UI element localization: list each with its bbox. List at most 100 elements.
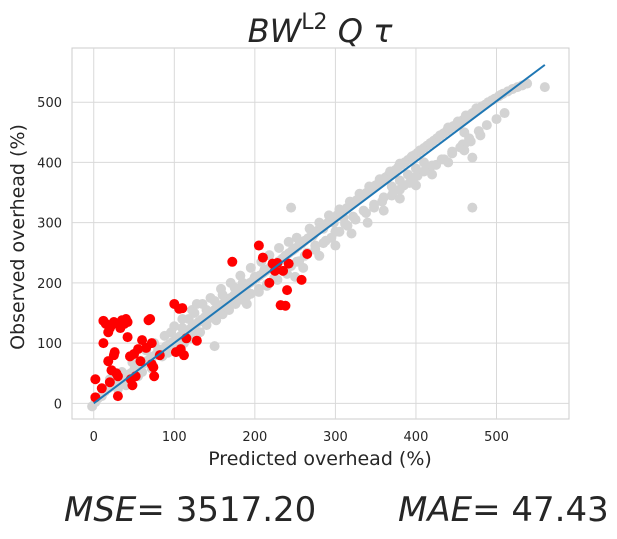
red-data-point xyxy=(280,300,291,311)
grey-data-point xyxy=(394,158,405,169)
red-data-point xyxy=(264,277,275,288)
grey-data-point xyxy=(425,138,436,149)
grey-data-point xyxy=(229,282,240,293)
grey-data-point xyxy=(419,166,430,177)
grey-data-point xyxy=(460,110,471,121)
y-tick-label: 100 xyxy=(37,337,62,352)
red-data-point xyxy=(137,335,148,346)
grey-data-point xyxy=(209,295,220,306)
grey-data-point xyxy=(467,152,478,163)
mse-value: = 3517.20 xyxy=(136,490,317,530)
grey-data-point xyxy=(427,169,438,180)
x-tick-label: 100 xyxy=(162,430,187,445)
grey-data-point xyxy=(320,235,331,246)
grey-data-point xyxy=(291,256,302,267)
x-tick-label: 300 xyxy=(323,430,348,445)
grey-data-point xyxy=(447,148,458,159)
y-tick-labels: 0 100 200 300 400 500 xyxy=(37,96,62,412)
grey-data-point xyxy=(330,226,341,237)
grey-data-point xyxy=(386,181,397,192)
grey-data-point xyxy=(314,250,325,261)
grey-data-point xyxy=(459,145,470,156)
grey-data-point xyxy=(310,240,321,251)
grey-data-point xyxy=(286,202,297,213)
red-data-point xyxy=(127,380,138,391)
grey-data-point xyxy=(217,289,228,300)
grey-data-point xyxy=(283,236,294,247)
grey-data-point xyxy=(378,205,389,216)
red-data-point xyxy=(302,248,313,259)
red-data-point xyxy=(253,240,264,251)
red-data-point xyxy=(282,285,293,296)
grey-data-point xyxy=(378,192,389,203)
series-red-points xyxy=(90,240,313,403)
grey-data-point xyxy=(467,202,478,213)
x-tick-labels: 0 100 200 300 400 500 xyxy=(90,430,509,445)
y-tick-label: 500 xyxy=(37,96,62,111)
grey-data-point xyxy=(334,204,345,215)
grey-data-point xyxy=(385,166,396,177)
grey-data-point xyxy=(237,277,248,288)
x-axis-label: Predicted overhead (%) xyxy=(208,448,432,470)
chart-title-text: BWL2 Q τ xyxy=(248,10,393,50)
grey-data-point xyxy=(419,157,430,168)
fit-line xyxy=(93,64,546,405)
grey-data-point xyxy=(340,218,351,229)
grey-data-point xyxy=(406,151,417,162)
grey-data-point xyxy=(274,242,285,253)
red-data-point xyxy=(278,265,289,276)
red-data-point xyxy=(272,258,283,269)
grey-data-point xyxy=(354,188,365,199)
grey-data-point xyxy=(452,116,463,127)
red-data-point xyxy=(149,371,160,382)
red-data-point xyxy=(96,383,107,394)
grey-data-point xyxy=(410,180,421,191)
red-data-point xyxy=(112,371,123,382)
chart-title: BWL2 Q τ xyxy=(248,10,393,50)
x-tick-label: 500 xyxy=(484,430,509,445)
red-data-point xyxy=(135,356,146,367)
red-data-point xyxy=(109,347,120,358)
grey-data-point xyxy=(539,82,550,93)
x-tick-label: 0 xyxy=(90,430,98,445)
red-data-point xyxy=(227,256,238,267)
red-data-point xyxy=(98,338,109,349)
grey-data-point xyxy=(427,160,438,171)
grey-data-point xyxy=(245,262,256,273)
grey-data-point xyxy=(358,205,369,216)
grey-data-point xyxy=(459,127,470,138)
red-data-point xyxy=(133,344,144,355)
grey-data-point xyxy=(323,210,334,221)
grey-data-point xyxy=(481,120,492,131)
red-data-point xyxy=(104,377,115,388)
grey-data-point xyxy=(298,262,309,273)
y-tick-label: 200 xyxy=(37,277,62,292)
red-data-point xyxy=(178,350,189,361)
scatter-chart: BWL2 Q τ 0 100 200 300 400 500 0 100 200 300 400 5… xyxy=(7,10,570,470)
red-data-point xyxy=(108,317,119,328)
y-axis-label: Observed overhead (%) xyxy=(7,124,29,350)
grey-data-point xyxy=(362,217,373,228)
grey-data-point xyxy=(369,199,380,210)
red-data-point xyxy=(257,252,268,263)
y-tick-label: 0 xyxy=(54,397,62,412)
grey-data-point xyxy=(364,181,375,192)
grey-data-point xyxy=(491,114,502,125)
x-tick-label: 400 xyxy=(404,430,429,445)
y-tick-label: 300 xyxy=(37,217,62,232)
red-data-point xyxy=(191,335,202,346)
grey-data-point xyxy=(272,274,283,285)
grey-data-point xyxy=(475,130,486,141)
mae-label: MAE xyxy=(398,490,473,530)
x-tick-label: 200 xyxy=(242,430,267,445)
grey-data-point xyxy=(241,291,252,302)
red-data-point xyxy=(122,332,133,343)
mse-metric: MSE= 3517.20 xyxy=(64,490,316,530)
grey-data-point xyxy=(394,175,405,186)
grey-data-point xyxy=(443,122,454,133)
mae-value: = 47.43 xyxy=(472,490,609,530)
red-data-point xyxy=(283,258,294,269)
grey-data-point xyxy=(435,130,446,141)
grey-data-point xyxy=(499,108,510,119)
mae-metric: MAE= 47.43 xyxy=(398,490,609,530)
